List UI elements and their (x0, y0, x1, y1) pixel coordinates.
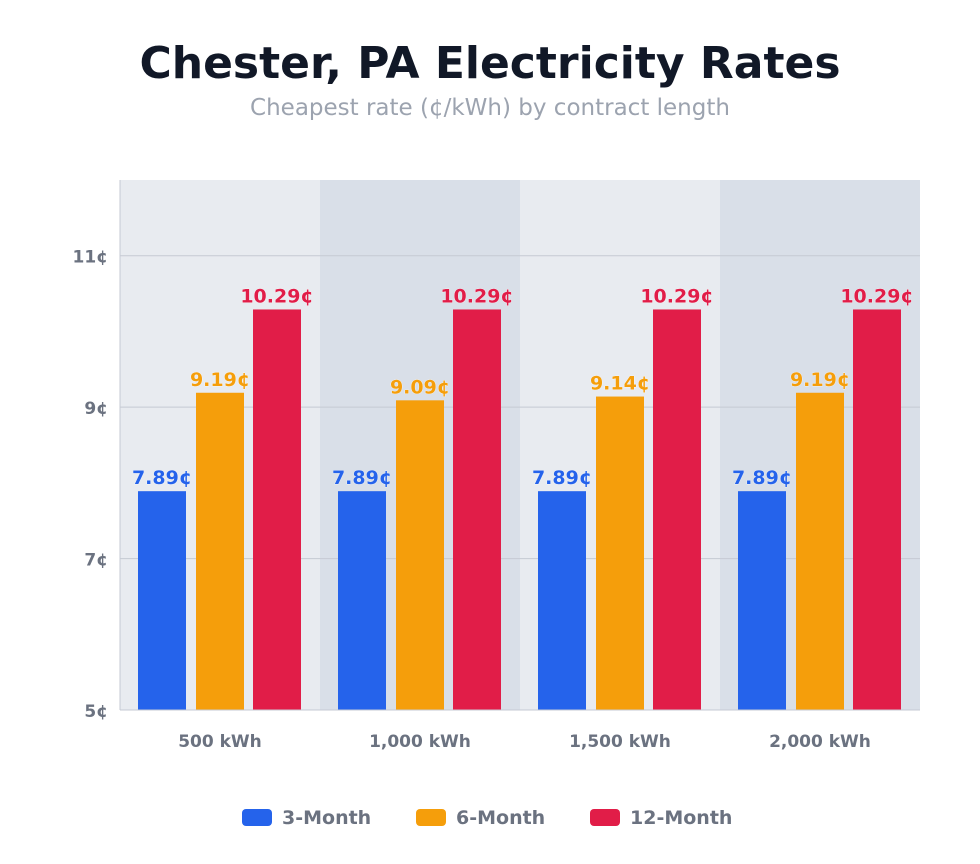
bar-6-month (796, 392, 844, 710)
bar-3-month (538, 491, 586, 710)
bar-12-month (253, 309, 301, 710)
legend-label: 6-Month (456, 807, 545, 829)
data-label: 7.89¢ (132, 467, 192, 489)
data-label: 7.89¢ (532, 467, 592, 489)
data-label: 9.19¢ (190, 369, 250, 391)
data-label: 10.29¢ (240, 285, 313, 307)
legend-swatch (416, 809, 446, 826)
y-tick-label: 5¢ (84, 702, 108, 722)
data-label: 9.09¢ (390, 376, 450, 398)
legend-label: 3-Month (282, 807, 371, 829)
legend-label: 12-Month (630, 807, 732, 829)
data-label: 10.29¢ (440, 285, 513, 307)
y-tick-label: 7¢ (84, 551, 108, 571)
legend-swatch (590, 809, 620, 826)
data-label: 7.89¢ (732, 467, 792, 489)
data-label: 7.89¢ (332, 467, 392, 489)
bar-12-month (653, 309, 701, 710)
data-label: 9.14¢ (590, 373, 650, 395)
bar-6-month (596, 396, 644, 710)
bar-12-month (853, 309, 901, 710)
bar-3-month (738, 491, 786, 710)
bar-6-month (396, 400, 444, 710)
y-tick-label: 9¢ (84, 399, 108, 419)
x-tick-label: 1,500 kWh (569, 732, 671, 752)
data-label: 10.29¢ (840, 285, 913, 307)
bar-6-month (196, 392, 244, 710)
x-tick-label: 2,000 kWh (769, 732, 871, 752)
data-label: 9.19¢ (790, 369, 850, 391)
bar-3-month (338, 491, 386, 710)
x-tick-label: 1,000 kWh (369, 732, 471, 752)
x-tick-label: 500 kWh (178, 732, 262, 752)
legend-swatch (242, 809, 272, 826)
data-label: 10.29¢ (640, 285, 713, 307)
chart-subtitle: Cheapest rate (¢/kWh) by contract length (250, 95, 730, 121)
chart-title: Chester, PA Electricity Rates (139, 38, 840, 89)
bar-12-month (453, 309, 501, 710)
y-tick-label: 11¢ (73, 248, 109, 268)
bar-3-month (138, 491, 186, 710)
